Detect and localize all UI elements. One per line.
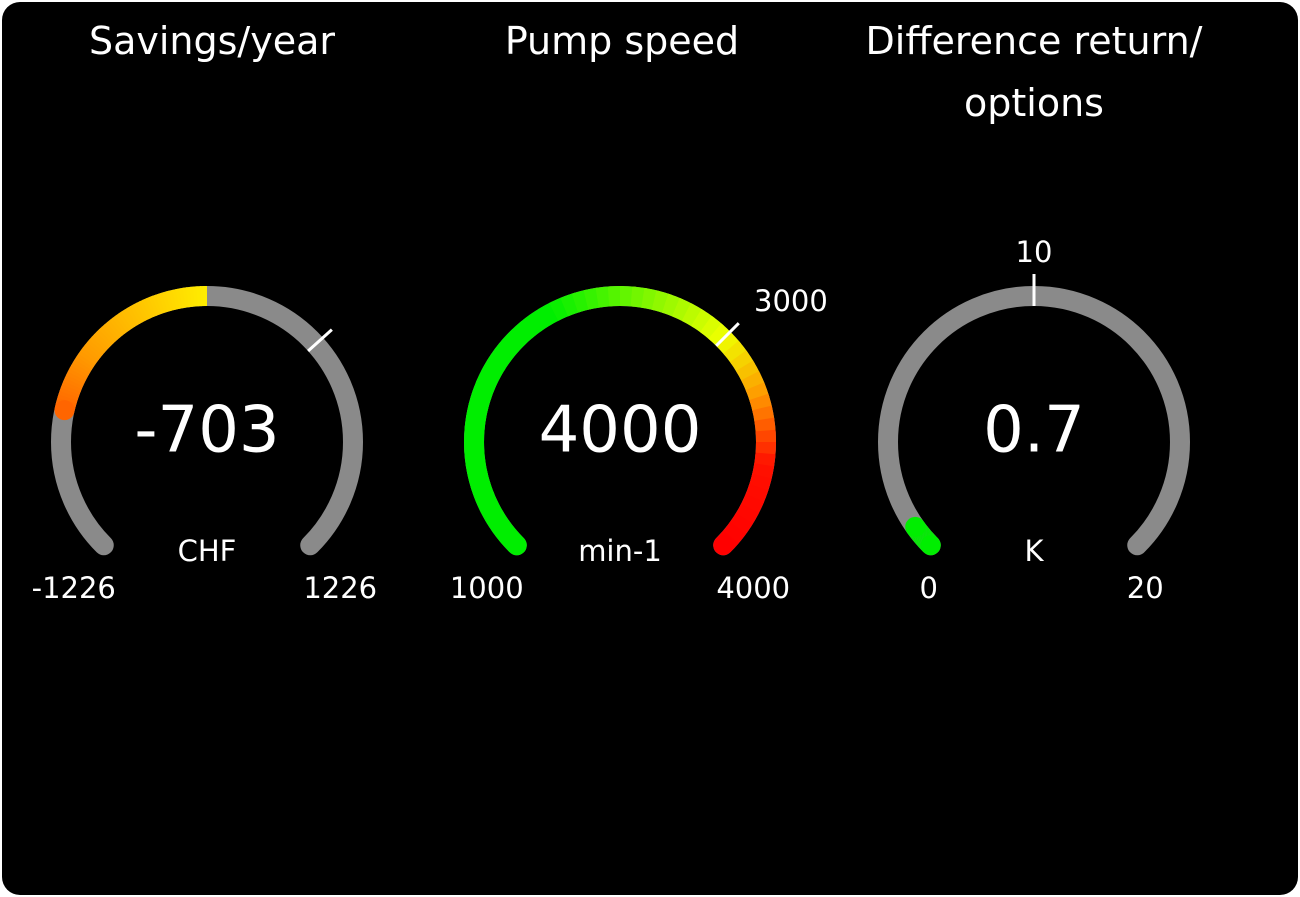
gauge-marker-label: 3000 [754,284,828,318]
gauge-fill [464,286,776,556]
gauge-title-savings: Savings/year [88,19,336,63]
gauge-fill [54,286,208,421]
gauge-marker-label: 10 [1016,235,1053,269]
gauge-value: -703 [134,394,279,468]
gauge-fill [905,516,941,556]
gauge-unit: min-1 [578,534,662,568]
gauge-marker [307,328,333,353]
gauge-marker [715,322,740,347]
gauge-max-label: 1226 [303,571,377,605]
gauge-value: 4000 [539,394,702,468]
gauge-0: -703 CHF -1226 1226 [32,286,377,605]
gauge-title-difference: Difference return/ options [865,19,1203,125]
gauge-2: 10 0.7 K 0 20 [878,235,1190,605]
gauge-unit: K [1024,534,1044,568]
gauge-max-label: 4000 [716,571,790,605]
gauge-min-label: 1000 [450,571,524,605]
gauge-1: 3000 4000 min-1 1000 4000 [450,284,828,605]
gauge-value: 0.7 [983,394,1085,468]
gauge-max-label: 20 [1127,571,1164,605]
gauge-min-label: 0 [920,571,938,605]
gauge-unit: CHF [178,534,237,568]
gauge-min-label: -1226 [32,571,116,605]
gauge-title-pump-speed: Pump speed [504,19,740,63]
